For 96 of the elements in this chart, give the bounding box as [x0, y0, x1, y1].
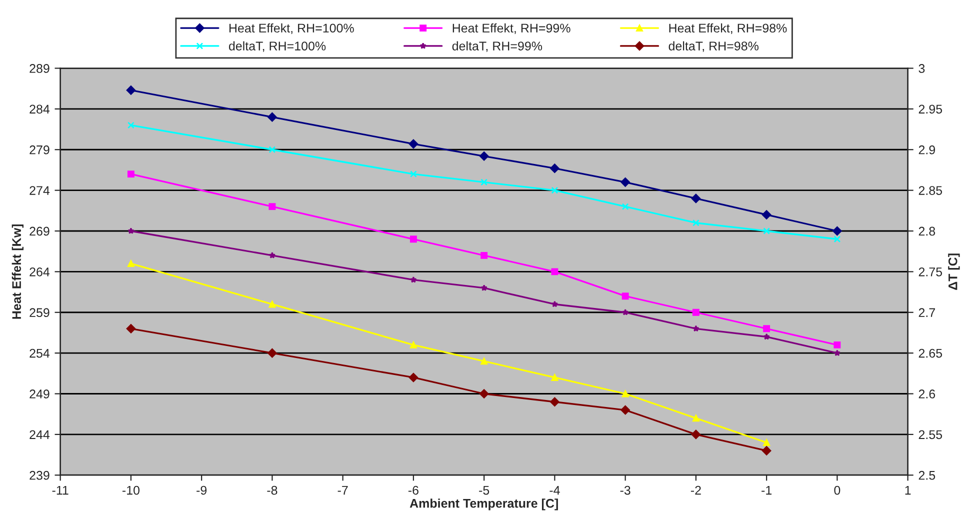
y2-axis-title: ΔT [C]	[948, 254, 960, 290]
point	[622, 390, 629, 398]
y2-tick-label: 2.7	[918, 308, 935, 317]
y2-tick-label: 2.9	[918, 145, 936, 154]
point	[620, 405, 630, 415]
point	[126, 86, 136, 95]
point	[410, 170, 417, 178]
point	[479, 389, 489, 398]
y-tick-label: 289	[30, 64, 50, 73]
point	[622, 203, 629, 210]
legend-label: deltaT, RH=98%	[668, 41, 758, 52]
point	[480, 178, 488, 186]
point	[691, 194, 701, 204]
point	[408, 139, 418, 149]
point	[126, 324, 136, 334]
legend-label: Heat Effekt, RH=98%	[669, 23, 787, 34]
y2-tick-label: 2.55	[918, 430, 942, 440]
y-tick-label: 259	[30, 308, 50, 318]
legend-label: deltaT, RH=99%	[452, 41, 542, 52]
x-tick-label: -6	[408, 486, 418, 495]
y-tick-label: 264	[30, 267, 50, 276]
y2-tick-label: 2.65	[918, 348, 942, 358]
y2-tick-label: 2.8	[918, 226, 936, 236]
point	[692, 414, 700, 422]
y-tick-label: 249	[30, 390, 50, 398]
point	[551, 186, 558, 194]
y2-tick-label: 3	[918, 64, 925, 73]
legend-label: deltaT, RH=100%	[228, 41, 326, 52]
point	[622, 308, 629, 316]
x-tick-label: -4	[550, 486, 560, 495]
point	[408, 372, 418, 382]
y2-tick-label: 2.85	[918, 186, 942, 195]
x-tick-label: 1	[905, 486, 911, 495]
point	[622, 292, 629, 300]
point	[763, 333, 770, 340]
y-tick-label: 274	[30, 186, 50, 195]
point	[480, 358, 488, 365]
y-tick-label: 279	[30, 145, 50, 154]
x-tick-label: -1	[762, 486, 772, 495]
point	[832, 226, 842, 236]
x-axis-title: Ambient Temperature [C]	[410, 498, 558, 510]
x-tick-label: -9	[196, 486, 207, 495]
legend-label: Heat Effekt, RH=100%	[229, 23, 354, 34]
y2-tick-label: 2.5	[918, 470, 936, 480]
point	[763, 439, 770, 446]
point	[268, 252, 276, 258]
x-tick-label: -7	[338, 486, 348, 495]
x-tick-label: -8	[267, 486, 278, 495]
point	[127, 260, 134, 268]
point	[551, 300, 558, 308]
point	[834, 236, 841, 243]
point	[762, 210, 772, 220]
point	[480, 284, 488, 291]
y2-tick-label: 2.95	[918, 104, 942, 114]
y-axis-title: Heat Effekt [Kw]	[12, 224, 24, 319]
x-tick-label: -2	[690, 486, 701, 495]
point	[551, 268, 558, 276]
point	[692, 219, 700, 226]
point	[834, 350, 841, 356]
point	[763, 325, 770, 332]
point	[550, 164, 560, 173]
point	[479, 152, 489, 161]
x-tick-label: -3	[620, 486, 630, 495]
x-tick-label: -10	[122, 486, 140, 495]
point	[762, 446, 772, 456]
y2-tick-label: 2.75	[918, 267, 942, 276]
y2-tick-label: 2.6	[918, 390, 936, 398]
point	[127, 122, 134, 129]
point	[268, 300, 276, 308]
point	[551, 374, 558, 381]
y-tick-label: 244	[30, 430, 50, 439]
y-tick-label: 284	[30, 104, 50, 114]
point	[480, 252, 488, 259]
point	[268, 146, 276, 154]
point	[127, 170, 134, 178]
y-tick-label: 239	[30, 470, 50, 480]
point	[834, 341, 841, 348]
point	[268, 348, 277, 358]
point	[620, 178, 630, 187]
point	[692, 308, 700, 316]
point	[550, 397, 560, 407]
point	[268, 203, 276, 210]
point	[268, 112, 277, 122]
point	[692, 325, 700, 332]
point	[410, 341, 417, 348]
legend-label: Heat Effekt, RH=99%	[452, 23, 570, 34]
x-tick-label: -11	[52, 486, 68, 495]
point	[410, 276, 417, 283]
point	[128, 228, 134, 234]
point	[763, 228, 770, 234]
point	[410, 236, 417, 243]
y-tick-label: 269	[30, 226, 50, 236]
y-tick-label: 254	[30, 348, 50, 358]
x-tick-label: 0	[834, 486, 840, 495]
point	[691, 430, 701, 440]
x-tick-label: -5	[479, 486, 490, 495]
